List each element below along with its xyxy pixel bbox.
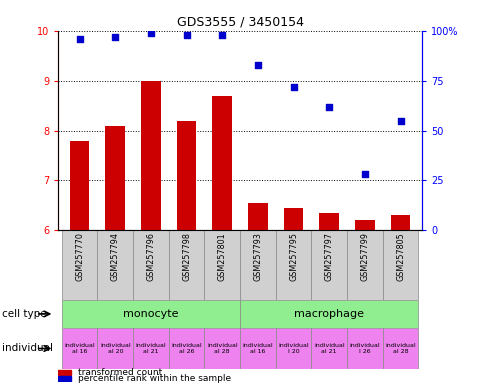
Text: individual
l 20: individual l 20 bbox=[278, 343, 308, 354]
Text: individual: individual bbox=[2, 343, 53, 354]
Bar bbox=[97, 328, 133, 369]
Bar bbox=[204, 230, 240, 300]
Point bbox=[76, 36, 83, 42]
Bar bbox=[354, 220, 374, 230]
Bar bbox=[240, 300, 418, 328]
Text: GSM257798: GSM257798 bbox=[182, 232, 191, 281]
Point bbox=[218, 31, 226, 38]
Point bbox=[325, 104, 333, 110]
Bar bbox=[141, 81, 160, 230]
Bar bbox=[168, 230, 204, 300]
Bar bbox=[212, 96, 231, 230]
Bar bbox=[275, 328, 311, 369]
Text: GSM257793: GSM257793 bbox=[253, 232, 262, 281]
Text: GSM257794: GSM257794 bbox=[110, 232, 120, 281]
Bar bbox=[311, 328, 347, 369]
Text: individual
al 26: individual al 26 bbox=[171, 343, 201, 354]
Bar bbox=[70, 141, 89, 230]
Text: individual
al 16: individual al 16 bbox=[64, 343, 95, 354]
Text: transformed count: transformed count bbox=[78, 368, 162, 377]
Point bbox=[360, 171, 368, 177]
Text: GSM257795: GSM257795 bbox=[288, 232, 298, 281]
Text: percentile rank within the sample: percentile rank within the sample bbox=[78, 374, 231, 383]
Bar bbox=[97, 230, 133, 300]
Bar bbox=[347, 328, 382, 369]
Point bbox=[289, 84, 297, 90]
Bar bbox=[133, 230, 168, 300]
Bar bbox=[240, 328, 275, 369]
Title: GDS3555 / 3450154: GDS3555 / 3450154 bbox=[176, 15, 303, 28]
Bar bbox=[204, 328, 240, 369]
Bar bbox=[390, 215, 409, 230]
Text: individual
al 21: individual al 21 bbox=[136, 343, 166, 354]
Bar bbox=[248, 203, 267, 230]
Text: individual
l 26: individual l 26 bbox=[349, 343, 379, 354]
Text: individual
al 16: individual al 16 bbox=[242, 343, 272, 354]
Bar bbox=[319, 213, 338, 230]
Text: GSM257770: GSM257770 bbox=[75, 232, 84, 281]
Bar bbox=[58, 370, 71, 375]
Bar bbox=[347, 230, 382, 300]
Text: macrophage: macrophage bbox=[294, 309, 363, 319]
Text: cell type: cell type bbox=[2, 309, 47, 319]
Bar bbox=[311, 230, 347, 300]
Bar bbox=[240, 230, 275, 300]
Bar bbox=[382, 328, 418, 369]
Bar bbox=[61, 300, 240, 328]
Text: GSM257797: GSM257797 bbox=[324, 232, 333, 281]
Text: GSM257799: GSM257799 bbox=[360, 232, 369, 281]
Bar bbox=[283, 208, 303, 230]
Text: individual
al 20: individual al 20 bbox=[100, 343, 130, 354]
Bar bbox=[382, 230, 418, 300]
Point bbox=[396, 118, 404, 124]
Point bbox=[111, 34, 119, 40]
Text: GSM257801: GSM257801 bbox=[217, 232, 227, 281]
Text: individual
al 28: individual al 28 bbox=[207, 343, 237, 354]
Bar bbox=[61, 328, 97, 369]
Point bbox=[182, 31, 190, 38]
Point bbox=[147, 30, 154, 36]
Bar bbox=[61, 230, 97, 300]
Text: individual
al 21: individual al 21 bbox=[313, 343, 344, 354]
Text: GSM257805: GSM257805 bbox=[395, 232, 404, 281]
Bar bbox=[275, 230, 311, 300]
Bar bbox=[168, 328, 204, 369]
Bar bbox=[133, 328, 168, 369]
Text: monocyte: monocyte bbox=[123, 309, 178, 319]
Bar bbox=[105, 126, 125, 230]
Bar bbox=[176, 121, 196, 230]
Bar bbox=[58, 376, 71, 381]
Text: GSM257796: GSM257796 bbox=[146, 232, 155, 281]
Text: individual
al 28: individual al 28 bbox=[384, 343, 415, 354]
Point bbox=[254, 61, 261, 68]
